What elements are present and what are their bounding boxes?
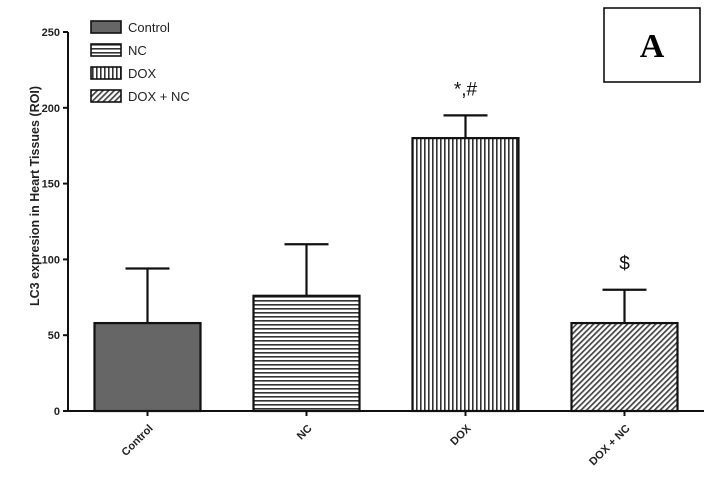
bars: *,# $ <box>93 79 679 413</box>
y-tick-label: 50 <box>48 330 60 342</box>
legend-label: NC <box>128 43 147 58</box>
legend-label: DOX + NC <box>128 89 190 104</box>
panel-label: A <box>640 28 665 65</box>
bar-dox <box>411 137 520 413</box>
x-tick-label: Control <box>119 423 155 459</box>
x-tick-label: DOX + NC <box>587 423 632 468</box>
y-tick-label: 150 <box>42 179 60 191</box>
y-tick-label: 100 <box>42 254 60 266</box>
legend-swatch <box>90 89 122 103</box>
y-tick-label: 0 <box>54 406 60 418</box>
y-tick-label: 200 <box>42 103 60 115</box>
legend-label: DOX <box>128 66 157 81</box>
legend: Control NC DOX DOX + NC <box>90 20 190 104</box>
legend-swatch <box>90 66 122 80</box>
bar-dox-nc <box>570 321 679 413</box>
legend-swatch <box>90 20 122 34</box>
panel-label-box: A <box>603 7 701 83</box>
y-tick-label: 250 <box>42 27 60 39</box>
bar-control <box>93 321 202 413</box>
significance-annotation: $ <box>619 254 630 275</box>
legend-label: Control <box>128 20 170 35</box>
y-axis-title: LC3 expresion in Heart Tissues (ROI) <box>28 86 42 306</box>
significance-annotation: *,# <box>454 79 478 100</box>
x-tick-label: NC <box>295 423 315 443</box>
x-tick-label: DOX <box>448 422 474 448</box>
legend-swatch <box>90 43 122 57</box>
bar-nc <box>252 294 361 413</box>
